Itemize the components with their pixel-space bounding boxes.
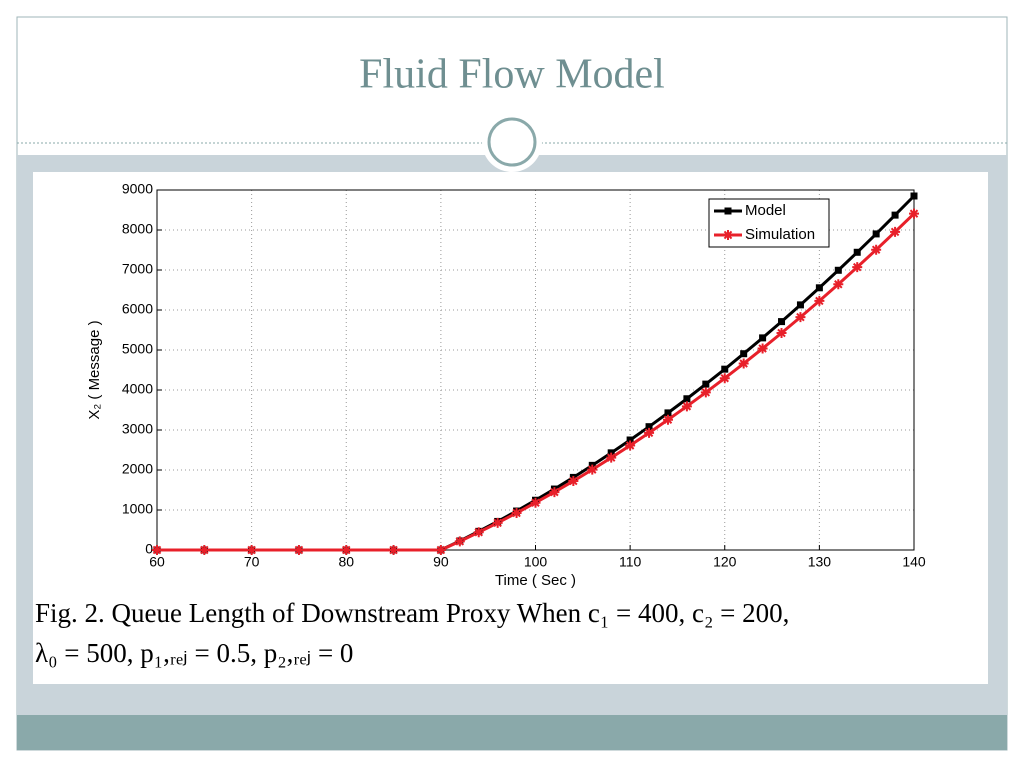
y-tick-label: 1000: [122, 501, 153, 517]
marker: [625, 440, 636, 451]
y-tick-label: 4000: [122, 381, 153, 397]
marker: [815, 284, 823, 292]
marker: [910, 192, 918, 200]
x-tick-label: 130: [808, 554, 832, 570]
x-tick-label: 110: [619, 554, 642, 570]
x-tick-label: 100: [524, 554, 548, 570]
marker: [891, 211, 899, 219]
y-axis-label: X₂ ( Message ): [86, 320, 103, 419]
marker: [724, 207, 732, 215]
marker: [293, 545, 304, 555]
marker: [644, 427, 655, 438]
marker: [757, 343, 768, 354]
marker: [740, 350, 748, 358]
footer-band: [17, 715, 1007, 750]
plot-frame: [156, 189, 915, 551]
marker: [776, 328, 787, 338]
marker: [853, 248, 861, 256]
caption-line: λ₀ = 500, p₁,ᵣₑⱼ = 0.5, p₂,ᵣₑⱼ = 0: [35, 638, 353, 668]
y-tick-label: 2000: [122, 461, 153, 477]
marker: [388, 545, 399, 555]
legend-label: Simulation: [745, 226, 815, 243]
marker: [721, 365, 729, 373]
caption-line: Fig. 2. Queue Length of Downstream Proxy…: [35, 598, 789, 628]
x-tick-label: 90: [433, 554, 449, 570]
marker: [606, 452, 617, 463]
marker: [199, 545, 210, 555]
marker: [587, 464, 598, 475]
x-tick-label: 120: [713, 554, 737, 570]
chart: 0 1000 2000 3000 4000 5000 6000 7000 8000 9000 60 7…: [86, 181, 926, 589]
marker: [833, 279, 844, 290]
y-tick-label: 8000: [122, 221, 153, 237]
marker: [246, 545, 257, 555]
x-tick-label: 70: [244, 554, 260, 570]
legend-label: Model: [745, 202, 786, 219]
marker: [871, 244, 882, 255]
x-tick-label: 60: [149, 554, 165, 570]
marker: [454, 536, 465, 547]
ornament-ring: [487, 117, 537, 167]
marker: [435, 545, 446, 555]
marker: [890, 226, 901, 237]
marker: [473, 527, 484, 538]
y-tick-label: 5000: [122, 341, 153, 357]
marker: [700, 387, 711, 398]
marker: [872, 230, 880, 238]
marker: [702, 380, 710, 388]
y-tick-label: 6000: [122, 301, 153, 317]
y-tick-label: 0: [145, 541, 153, 557]
marker: [738, 358, 749, 369]
marker: [568, 476, 579, 487]
marker: [719, 373, 730, 384]
marker: [796, 301, 804, 309]
marker: [626, 436, 634, 444]
marker: [549, 487, 560, 498]
marker: [852, 262, 863, 273]
marker: [341, 545, 352, 555]
marker: [530, 497, 541, 508]
marker: [723, 230, 733, 240]
marker: [664, 409, 672, 417]
marker: [511, 508, 522, 518]
marker: [492, 517, 503, 528]
x-tick-label: 80: [338, 554, 354, 570]
marker: [645, 423, 653, 431]
slide-title: Fluid Flow Model: [359, 52, 665, 98]
marker: [834, 266, 842, 274]
marker: [814, 295, 825, 306]
marker: [778, 318, 786, 326]
marker: [759, 334, 767, 342]
y-tick-label: 9000: [122, 181, 153, 197]
marker: [152, 545, 162, 555]
marker: [909, 208, 919, 219]
marker: [662, 414, 673, 425]
x-axis-label: Time ( Sec ): [495, 572, 576, 589]
marker: [795, 312, 806, 323]
y-tick-label: 7000: [122, 261, 153, 277]
marker: [681, 401, 692, 412]
marker: [683, 395, 691, 403]
y-tick-label: 3000: [122, 421, 153, 437]
x-tick-label: 140: [902, 554, 926, 570]
